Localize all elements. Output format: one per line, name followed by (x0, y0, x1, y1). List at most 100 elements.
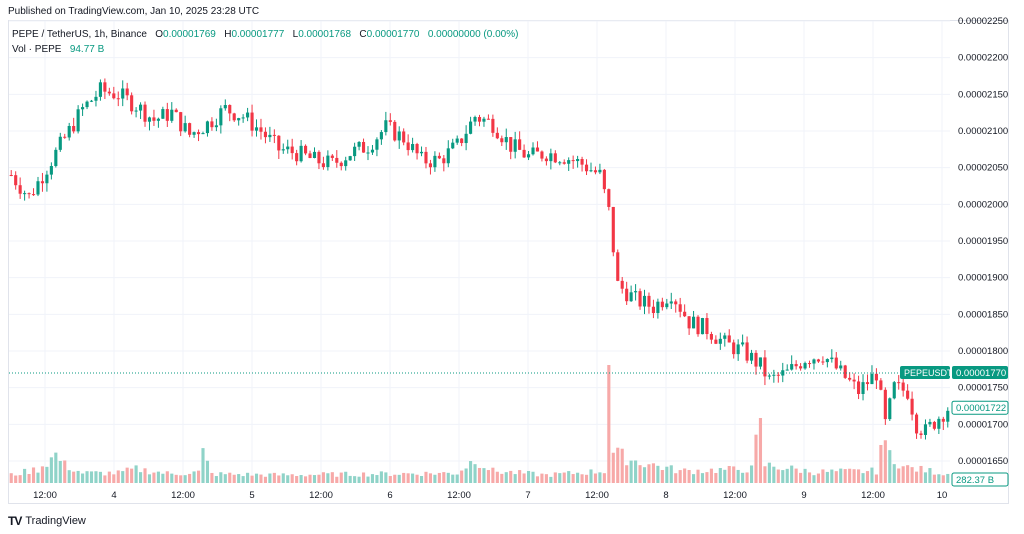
candle-body (464, 133, 468, 144)
volume-bar (589, 469, 593, 483)
x-tick-label: 6 (387, 490, 392, 501)
candle-body (558, 162, 562, 164)
candle-body (910, 398, 914, 415)
volume-bar (941, 475, 945, 483)
volume-bar (196, 470, 201, 483)
candle-body (370, 149, 375, 153)
volume-bar (424, 471, 428, 483)
candle-body (482, 118, 486, 122)
volume-bar (67, 470, 71, 483)
candle-body (67, 125, 71, 138)
candle-body (807, 363, 812, 365)
volume-bar (638, 465, 642, 483)
candle-body (803, 363, 807, 369)
candle-body (353, 146, 357, 157)
volume-bar (928, 468, 932, 483)
candle-body (580, 159, 584, 165)
candle-body (504, 137, 508, 143)
candle-body (692, 316, 696, 329)
candle-body (607, 189, 611, 207)
candle-body (85, 101, 89, 108)
volume-bar (268, 473, 272, 483)
candle-body (745, 342, 749, 361)
volume-bar (526, 470, 531, 483)
volume-row: Vol · PEPE 94.77 B (12, 42, 518, 57)
candle-body (246, 112, 250, 118)
y-tick-label: 0.00001700 (958, 419, 1008, 430)
volume-bar (799, 472, 803, 483)
candle-body (196, 132, 201, 135)
volume-bar (205, 460, 210, 483)
candle-body (446, 148, 450, 164)
x-tick-label: 10 (937, 490, 948, 501)
candle-body (277, 135, 281, 151)
candle-body (348, 156, 352, 161)
ma-price-tag (951, 400, 1009, 415)
candle-body (424, 151, 428, 164)
candle-body (812, 359, 816, 364)
volume-bar (460, 470, 464, 483)
candle-body (290, 146, 294, 154)
volume-bar (812, 475, 816, 483)
candle-body (683, 311, 687, 317)
volume-bar (549, 476, 553, 483)
candle-body (27, 193, 31, 195)
volume-bar (491, 467, 495, 483)
candle-body (232, 113, 236, 121)
candle-body (81, 107, 85, 110)
y-tick-label: 0.00001650 (958, 456, 1008, 467)
candle-body (103, 82, 107, 92)
candle-body (393, 121, 397, 141)
volume-bar (94, 471, 98, 483)
volume-bar (567, 471, 571, 483)
volume-bar (656, 465, 660, 483)
candle-body (901, 382, 905, 391)
volume-bar (415, 474, 419, 483)
volume-bar (647, 464, 651, 483)
volume-bar (353, 476, 357, 483)
volume-bar (98, 471, 102, 483)
candle-body (344, 160, 348, 167)
candle-body (14, 175, 18, 186)
candle-body (49, 166, 53, 175)
high-label: H (224, 29, 232, 40)
candle-body (674, 301, 678, 305)
published-caption: Published on TradingView.com, Jan 10, 20… (8, 6, 260, 17)
volume-bar (72, 471, 76, 483)
candle-body (54, 149, 58, 167)
volume-bar (23, 468, 27, 483)
candle-body (843, 365, 847, 378)
volume-bar (937, 474, 941, 483)
volume-bar (598, 472, 602, 483)
volume-bar (112, 474, 116, 483)
candle-body (629, 292, 633, 302)
candle-body (107, 91, 111, 94)
tradingview-logo[interactable]: TV TradingView (8, 514, 86, 528)
candle-body (892, 382, 896, 399)
volume-bar (906, 465, 910, 483)
candle-body (700, 318, 705, 335)
candle-body (460, 138, 464, 144)
volume-bar (254, 473, 259, 483)
symbol-label[interactable]: PEPE / TetherUS, 1h, Binance (12, 29, 147, 40)
volume-bar (785, 468, 789, 483)
volume-bar (584, 474, 589, 483)
candle-body (335, 157, 339, 163)
volume-bar (660, 470, 664, 483)
last-price-tag-label: 0.00001770 (956, 368, 1006, 379)
volume-label[interactable]: Vol · PEPE (12, 44, 62, 55)
tradingview-logo-icon: TV (8, 514, 22, 528)
volume-bar (794, 468, 798, 483)
candle-body (125, 88, 129, 96)
candle-body (799, 366, 803, 369)
volume-bar (874, 474, 878, 483)
candle-body (616, 252, 620, 281)
candle-body (660, 301, 664, 308)
volume-bar (312, 475, 317, 483)
volume-bar (464, 468, 468, 483)
volume-bar (361, 472, 366, 483)
candle-body (946, 410, 950, 422)
volume-bar (745, 472, 749, 483)
volume-bar (250, 475, 254, 483)
